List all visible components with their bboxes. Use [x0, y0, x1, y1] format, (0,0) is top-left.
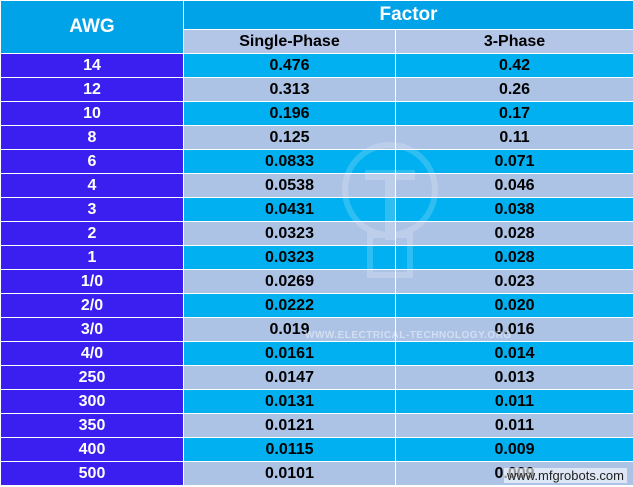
awg-cell: 4/0 — [0, 341, 184, 366]
factor-cell: 0.019 — [183, 317, 396, 342]
table-row: 14 0.476 0.42 — [0, 53, 633, 78]
table-row: 2 0.0323 0.028 — [0, 221, 633, 246]
table-row: 400 0.0115 0.009 — [0, 437, 633, 462]
table-row: 4/0 0.0161 0.014 — [0, 341, 633, 366]
awg-cell: 2/0 — [0, 293, 184, 318]
factor-cell: 0.016 — [394, 317, 633, 342]
factor-cell: 0.038 — [394, 197, 633, 222]
awg-cell: 10 — [0, 101, 184, 126]
awg-cell: 12 — [0, 77, 184, 102]
factor-cell: 0.0222 — [183, 293, 396, 318]
factor-cell: 0.476 — [183, 53, 396, 78]
factor-cell: 0.313 — [183, 77, 396, 102]
factor-cell: 0.125 — [183, 125, 396, 150]
factor-cell: 0.26 — [394, 77, 633, 102]
awg-cell: 500 — [0, 461, 184, 486]
awg-cell: 3/0 — [0, 317, 184, 342]
table-row: 1/0 0.0269 0.023 — [0, 269, 633, 294]
factor-cell: 0.17 — [394, 101, 633, 126]
table-row: 12 0.313 0.26 — [0, 77, 633, 102]
table-row: 3 0.0431 0.038 — [0, 197, 633, 222]
factor-cell: 0.0147 — [183, 365, 396, 390]
awg-cell: 250 — [0, 365, 184, 390]
table-row: 1 0.0323 0.028 — [0, 245, 633, 270]
factor-cell: 0.020 — [394, 293, 633, 318]
factor-cell: 0.42 — [394, 53, 633, 78]
factor-cell: 0.196 — [183, 101, 396, 126]
factor-cell: 0.0323 — [183, 221, 396, 246]
awg-cell: 2 — [0, 221, 184, 246]
factor-cell: 0.0121 — [183, 413, 396, 438]
factor-cell: 0.011 — [394, 413, 633, 438]
factor-cell: 0.0101 — [183, 461, 396, 486]
awg-cell: 400 — [0, 437, 184, 462]
awg-header: AWG — [0, 0, 184, 54]
bulb-icon — [342, 142, 438, 278]
watermark: WWW.ELECTRICAL-TECHNOLOGY.ORG — [305, 330, 512, 341]
table-row: 4 0.0538 0.046 — [0, 173, 633, 198]
factor-cell: 0.023 — [394, 269, 633, 294]
factor-cell: 0.046 — [394, 173, 633, 198]
factor-header: Factor — [182, 0, 633, 30]
table-row: 300 0.0131 0.011 — [0, 389, 633, 414]
table-row: 10 0.196 0.17 — [0, 101, 633, 126]
column-header: 3-Phase — [394, 29, 633, 54]
awg-cell: 300 — [0, 389, 184, 414]
factor-cell: 0.071 — [394, 149, 633, 174]
credit: www.mfgrobots.com — [503, 468, 627, 483]
factor-cell: 0.0131 — [183, 389, 396, 414]
awg-cell: 350 — [0, 413, 184, 438]
awg-cell: 1 — [0, 245, 184, 270]
factor-cell: 0.0323 — [183, 245, 396, 270]
awg-cell: 1/0 — [0, 269, 184, 294]
factor-cell: 0.011 — [394, 389, 633, 414]
factor-cell: 0.0431 — [183, 197, 396, 222]
table-row: 250 0.0147 0.013 — [0, 365, 633, 390]
awg-cell: 4 — [0, 173, 184, 198]
factor-cell: 0.0538 — [183, 173, 396, 198]
table-row: 2/0 0.0222 0.020 — [0, 293, 633, 318]
awg-cell: 6 — [0, 149, 184, 174]
factor-cell: 0.014 — [394, 341, 633, 366]
factor-cell: 0.028 — [394, 221, 633, 246]
table-row: 6 0.0833 0.071 — [0, 149, 633, 174]
table-body: 14 0.476 0.42 12 0.313 0.26 10 0.196 0.17 8 0.125 0… — [0, 53, 633, 486]
factor-cell: 0.009 — [394, 437, 633, 462]
awg-cell: 14 — [0, 53, 184, 78]
column-header: Single-Phase — [183, 29, 396, 54]
factor-cell: 0.0161 — [183, 341, 396, 366]
table-row: 350 0.0121 0.011 — [0, 413, 633, 438]
factor-cell: 0.013 — [394, 365, 633, 390]
awg-cell: 3 — [0, 197, 184, 222]
table-row: 8 0.125 0.11 — [0, 125, 633, 150]
awg-cell: 8 — [0, 125, 184, 150]
factor-cell: 0.0115 — [183, 437, 396, 462]
